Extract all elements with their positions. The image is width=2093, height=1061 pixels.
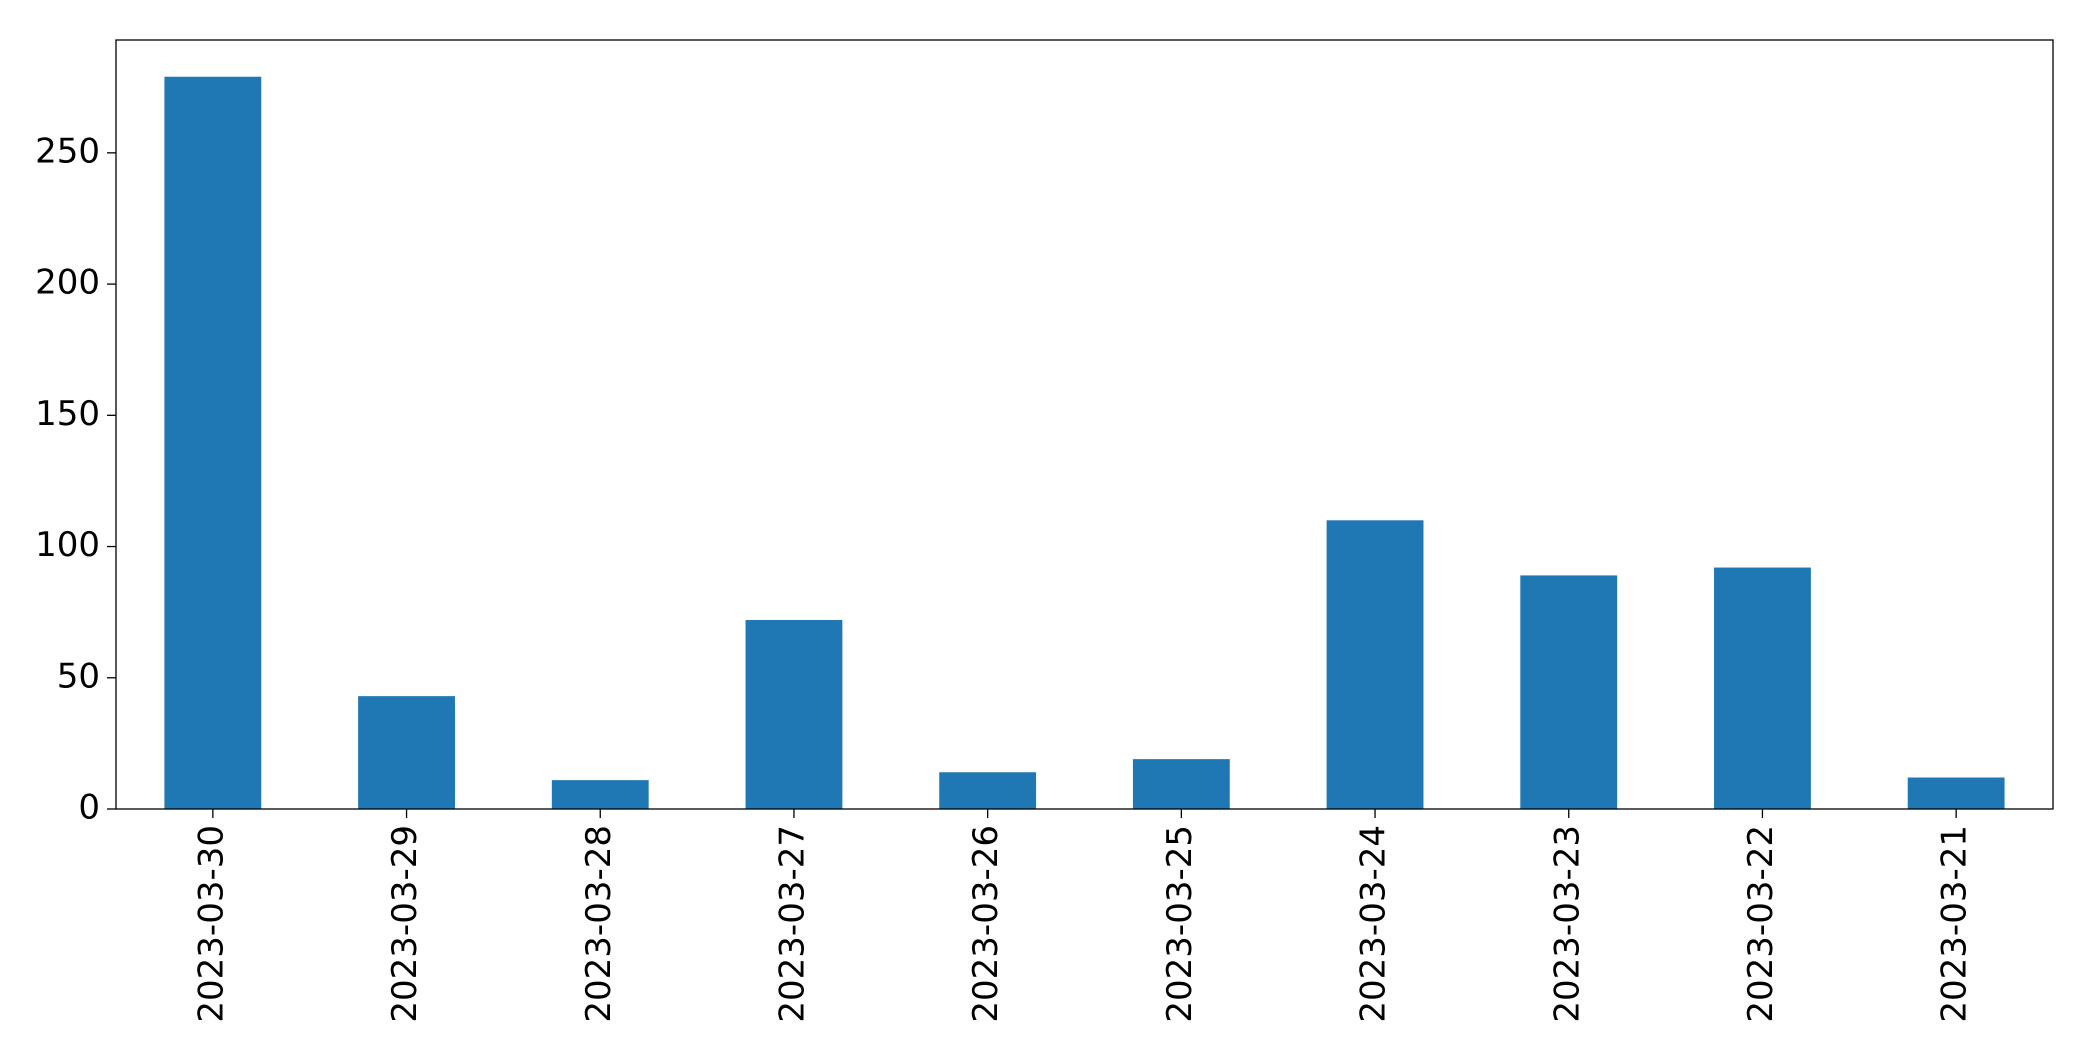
bar: [1907, 777, 2005, 809]
axes-frame: [115, 39, 2054, 810]
bar: [358, 696, 455, 809]
bar: [1132, 759, 1230, 809]
x-tick-label: 2023-03-27: [772, 825, 812, 1023]
bar: [1714, 567, 1811, 809]
x-tick-label: 2023-03-29: [385, 825, 425, 1023]
x-tick-label: 2023-03-28: [579, 825, 619, 1023]
y-tick-label: 150: [35, 394, 100, 434]
y-tick-label: 50: [57, 656, 100, 696]
y-tick-label: 0: [78, 788, 100, 828]
bar: [939, 772, 1037, 809]
y-tick-label: 200: [35, 263, 100, 303]
x-tick-label: 2023-03-23: [1547, 825, 1587, 1023]
x-tick-label: 2023-03-22: [1741, 825, 1781, 1023]
bar: [745, 620, 843, 809]
x-tick-label: 2023-03-26: [966, 825, 1006, 1023]
x-tick-label: 2023-03-25: [1160, 825, 1200, 1023]
y-tick-label: 250: [35, 131, 100, 171]
bar: [551, 780, 649, 809]
bar: [1520, 575, 1618, 809]
x-tick-label: 2023-03-24: [1354, 825, 1394, 1023]
bar: [164, 76, 262, 810]
bar: [1326, 520, 1424, 809]
x-tick-label: 2023-03-30: [191, 825, 231, 1023]
x-tick-label: 2023-03-21: [1935, 825, 1975, 1023]
y-tick-label: 100: [35, 525, 100, 565]
